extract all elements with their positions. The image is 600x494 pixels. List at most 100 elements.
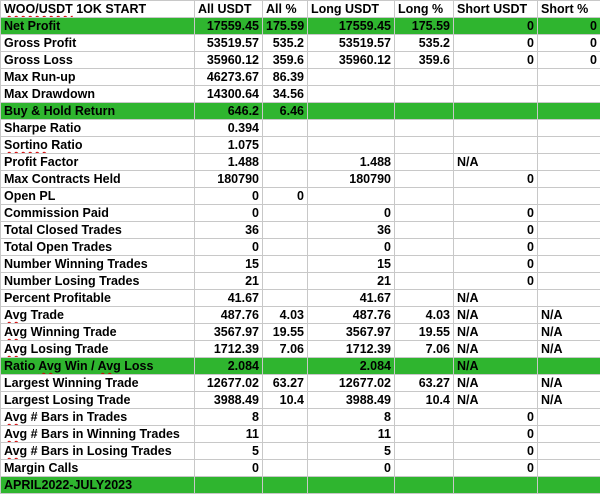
value-cell[interactable] — [395, 171, 454, 188]
value-cell[interactable]: 41.67 — [308, 290, 395, 307]
value-cell[interactable] — [538, 443, 600, 460]
value-cell[interactable]: 35960.12 — [308, 52, 395, 69]
value-cell[interactable]: 0 — [538, 18, 600, 35]
value-cell[interactable]: 11 — [308, 426, 395, 443]
value-cell[interactable]: N/A — [538, 324, 600, 341]
value-cell[interactable] — [538, 273, 600, 290]
value-cell[interactable]: 2.084 — [308, 358, 395, 375]
value-cell[interactable] — [263, 171, 308, 188]
value-cell[interactable]: 0 — [308, 239, 395, 256]
row-label-cell[interactable]: Number Losing Trades — [1, 273, 195, 290]
value-cell[interactable] — [538, 409, 600, 426]
value-cell[interactable] — [538, 103, 600, 120]
value-cell[interactable]: 0 — [195, 239, 263, 256]
value-cell[interactable] — [395, 69, 454, 86]
value-cell[interactable]: 3567.97 — [308, 324, 395, 341]
row-label-cell[interactable]: Largest Losing Trade — [1, 392, 195, 409]
value-cell[interactable] — [308, 477, 395, 494]
value-cell[interactable]: 12677.02 — [195, 375, 263, 392]
value-cell[interactable]: 5 — [308, 443, 395, 460]
value-cell[interactable] — [395, 358, 454, 375]
value-cell[interactable]: 10.4 — [395, 392, 454, 409]
value-cell[interactable] — [395, 426, 454, 443]
row-label-cell[interactable]: Profit Factor — [1, 154, 195, 171]
value-cell[interactable] — [308, 137, 395, 154]
value-cell[interactable] — [395, 154, 454, 171]
header-cell[interactable]: All USDT — [195, 1, 263, 18]
row-label-cell[interactable]: Max Drawdown — [1, 86, 195, 103]
value-cell[interactable]: N/A — [454, 154, 538, 171]
value-cell[interactable]: 487.76 — [308, 307, 395, 324]
row-label-cell[interactable]: Total Open Trades — [1, 239, 195, 256]
value-cell[interactable]: 8 — [308, 409, 395, 426]
value-cell[interactable]: 15 — [308, 256, 395, 273]
value-cell[interactable] — [263, 222, 308, 239]
value-cell[interactable]: 0 — [263, 188, 308, 205]
value-cell[interactable] — [263, 256, 308, 273]
value-cell[interactable] — [308, 86, 395, 103]
header-cell[interactable]: All % — [263, 1, 308, 18]
value-cell[interactable] — [308, 69, 395, 86]
value-cell[interactable]: 535.2 — [395, 35, 454, 52]
value-cell[interactable] — [263, 205, 308, 222]
value-cell[interactable]: 3567.97 — [195, 324, 263, 341]
value-cell[interactable]: 175.59 — [263, 18, 308, 35]
value-cell[interactable] — [308, 120, 395, 137]
value-cell[interactable]: 1.075 — [195, 137, 263, 154]
value-cell[interactable]: 359.6 — [263, 52, 308, 69]
value-cell[interactable] — [395, 256, 454, 273]
value-cell[interactable] — [263, 358, 308, 375]
header-cell[interactable]: Long USDT — [308, 1, 395, 18]
value-cell[interactable] — [538, 239, 600, 256]
value-cell[interactable]: 1712.39 — [195, 341, 263, 358]
row-label-cell[interactable]: Percent Profitable — [1, 290, 195, 307]
value-cell[interactable]: N/A — [454, 341, 538, 358]
value-cell[interactable]: 0 — [454, 18, 538, 35]
value-cell[interactable]: 63.27 — [395, 375, 454, 392]
value-cell[interactable] — [395, 103, 454, 120]
value-cell[interactable]: 535.2 — [263, 35, 308, 52]
value-cell[interactable]: 8 — [195, 409, 263, 426]
header-cell[interactable]: Short % — [538, 1, 600, 18]
value-cell[interactable]: 359.6 — [395, 52, 454, 69]
value-cell[interactable] — [263, 409, 308, 426]
value-cell[interactable]: 0 — [454, 52, 538, 69]
value-cell[interactable]: 0 — [308, 205, 395, 222]
row-label-cell[interactable]: Avg Trade — [1, 307, 195, 324]
value-cell[interactable]: 17559.45 — [195, 18, 263, 35]
header-cell[interactable]: WOO/USDT 1OK START — [1, 1, 195, 18]
row-label-cell[interactable]: Sortino Ratio — [1, 137, 195, 154]
value-cell[interactable]: 0 — [454, 460, 538, 477]
value-cell[interactable]: 646.2 — [195, 103, 263, 120]
value-cell[interactable] — [538, 205, 600, 222]
row-label-cell[interactable]: APRIL2022-JULY2023 — [1, 477, 195, 494]
value-cell[interactable]: 0 — [454, 171, 538, 188]
value-cell[interactable]: 0 — [454, 256, 538, 273]
value-cell[interactable]: 36 — [308, 222, 395, 239]
value-cell[interactable]: 36 — [195, 222, 263, 239]
value-cell[interactable]: 1.488 — [308, 154, 395, 171]
value-cell[interactable] — [538, 256, 600, 273]
value-cell[interactable]: 0 — [454, 426, 538, 443]
row-label-cell[interactable]: Number Winning Trades — [1, 256, 195, 273]
value-cell[interactable] — [454, 188, 538, 205]
value-cell[interactable] — [263, 239, 308, 256]
value-cell[interactable] — [454, 103, 538, 120]
value-cell[interactable] — [395, 86, 454, 103]
value-cell[interactable] — [263, 154, 308, 171]
value-cell[interactable] — [263, 120, 308, 137]
value-cell[interactable]: 41.67 — [195, 290, 263, 307]
row-label-cell[interactable]: Avg # Bars in Losing Trades — [1, 443, 195, 460]
value-cell[interactable]: 53519.57 — [308, 35, 395, 52]
value-cell[interactable] — [308, 103, 395, 120]
row-label-cell[interactable]: Net Profit — [1, 18, 195, 35]
value-cell[interactable] — [538, 86, 600, 103]
value-cell[interactable]: 0 — [454, 273, 538, 290]
value-cell[interactable]: 0.394 — [195, 120, 263, 137]
row-label-cell[interactable]: Avg Winning Trade — [1, 324, 195, 341]
value-cell[interactable]: 0 — [195, 205, 263, 222]
header-cell[interactable]: Short USDT — [454, 1, 538, 18]
value-cell[interactable]: 19.55 — [395, 324, 454, 341]
value-cell[interactable] — [395, 477, 454, 494]
value-cell[interactable]: 63.27 — [263, 375, 308, 392]
